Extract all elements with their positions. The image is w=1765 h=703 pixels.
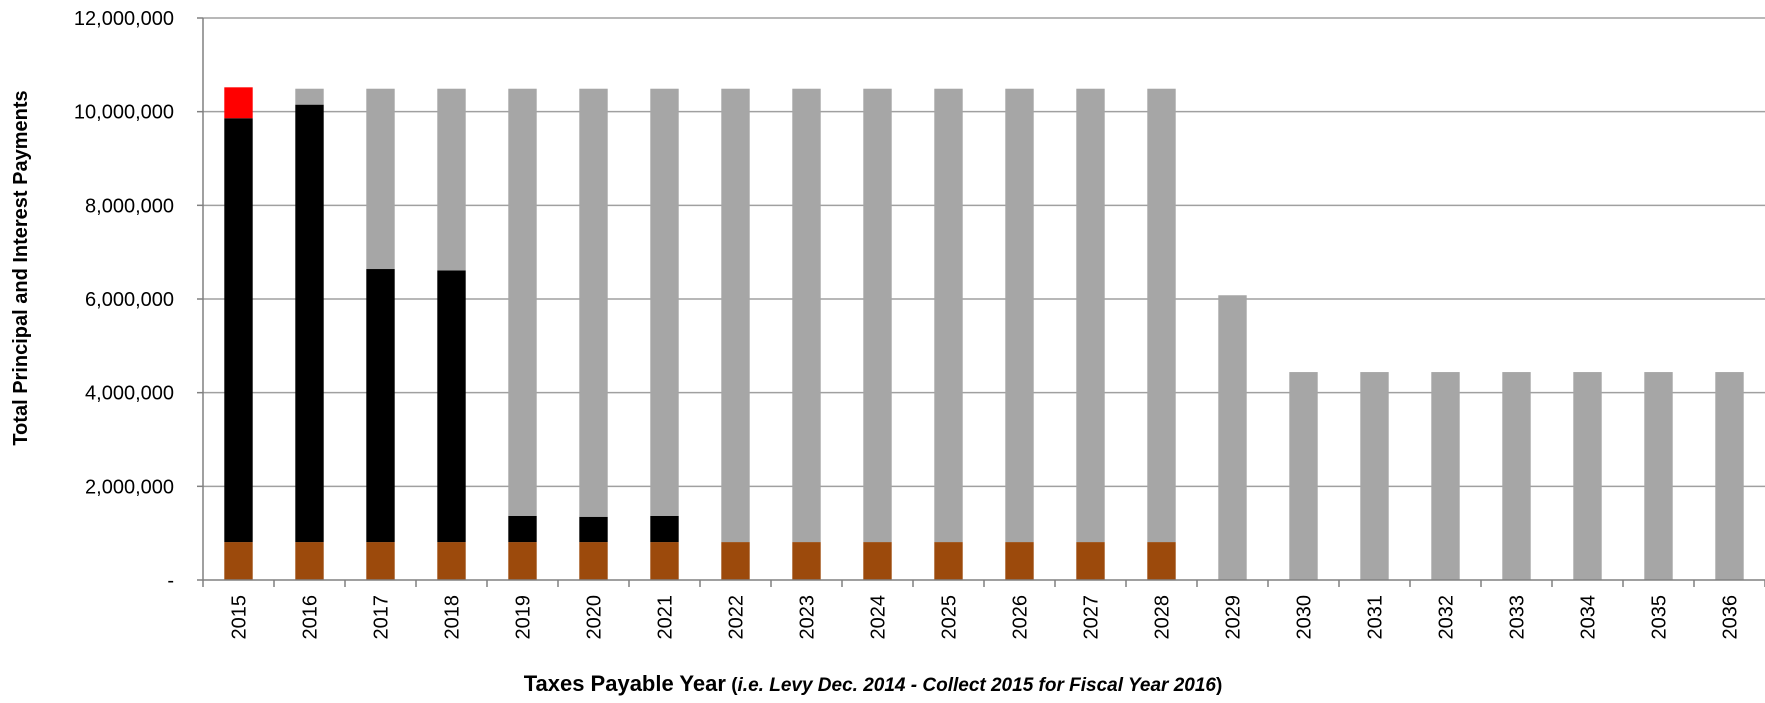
bar-segment	[1715, 372, 1744, 580]
bar-segment	[1005, 542, 1034, 580]
bar-segment	[1644, 372, 1673, 580]
bars	[224, 87, 1744, 580]
x-tick-label: 2033	[1507, 595, 1529, 640]
bar-segment	[1005, 88, 1034, 543]
bar-segment	[295, 542, 324, 580]
bar-segment	[437, 542, 466, 580]
bar-segment	[721, 542, 750, 580]
bar-segment	[1147, 88, 1176, 543]
bar-segment	[1218, 295, 1247, 580]
bar-segment	[579, 516, 608, 543]
bar-segment	[579, 88, 608, 517]
x-tick-label: 2024	[868, 595, 890, 640]
x-tick-label: 2035	[1649, 595, 1671, 640]
bar-segment	[1360, 372, 1389, 580]
bar-segment	[224, 118, 253, 543]
bar-segment	[508, 542, 537, 580]
x-tick-label: 2027	[1081, 595, 1103, 640]
y-tick-label: 8,000,000	[85, 195, 174, 217]
bar-segment	[1076, 542, 1105, 580]
y-axis-label: Total Principal and Interest Payments	[10, 90, 32, 445]
bar-segment	[863, 542, 892, 580]
bar-segment	[792, 542, 821, 580]
bar-segment	[224, 542, 253, 580]
y-tick-label: -	[167, 570, 174, 592]
bar-segment	[721, 88, 750, 543]
bar-segment	[366, 88, 395, 270]
x-tick-label: 2020	[584, 595, 606, 640]
x-tick-labels: 2015 2016 2017 2018 2019 2020 2021 2022 2023 2024…	[229, 595, 1742, 640]
bar-segment	[650, 542, 679, 580]
bar-segment	[863, 88, 892, 543]
bar-segment	[508, 515, 537, 543]
x-tick-label: 2029	[1223, 595, 1245, 640]
bar-segment	[934, 542, 963, 580]
bar-segment	[295, 104, 324, 543]
x-tick-label: 2031	[1365, 595, 1387, 640]
x-tick-label: 2025	[939, 595, 961, 640]
bar-segment	[650, 515, 679, 543]
bar-segment	[1076, 88, 1105, 543]
bar-segment	[1289, 372, 1318, 580]
x-tick-label: 2022	[726, 595, 748, 640]
bar-segment	[934, 88, 963, 543]
x-tick-label: 2023	[797, 595, 819, 640]
y-tick-label: 2,000,000	[85, 476, 174, 498]
bar-segment	[508, 88, 537, 516]
bar-segment	[295, 88, 324, 105]
y-tick-label: 6,000,000	[85, 289, 174, 311]
bar-segment	[437, 88, 466, 271]
x-tick-label: 2015	[229, 595, 251, 640]
x-tick-label: 2028	[1152, 595, 1174, 640]
x-axis-label-italic: i.e. Levy Dec. 2014 - Collect 2015 for F…	[738, 675, 1217, 696]
x-tick-label: 2030	[1294, 595, 1316, 640]
x-tick-label: 2032	[1436, 595, 1458, 640]
y-tick-label: 10,000,000	[74, 102, 174, 124]
bar-segment	[579, 542, 608, 580]
bar-segment	[1573, 372, 1602, 580]
axes	[197, 17, 1765, 587]
x-tick-label: 2016	[300, 595, 322, 640]
bar-segment	[1431, 372, 1460, 580]
bar-segment	[1502, 372, 1531, 580]
x-tick-label: 2017	[371, 595, 393, 640]
x-tick-label: 2036	[1720, 595, 1742, 640]
x-axis-label-paren-close: )	[1216, 675, 1222, 696]
x-axis-label-paren-open: (	[726, 675, 738, 696]
x-tick-label: 2026	[1010, 595, 1032, 640]
x-tick-label: 2021	[655, 595, 677, 640]
bar-segment	[366, 269, 395, 543]
bar-segment	[224, 87, 253, 119]
x-tick-label: 2018	[442, 595, 464, 640]
bar-segment	[437, 270, 466, 543]
x-axis-label: Taxes Payable Year (i.e. Levy Dec. 2014 …	[524, 671, 1223, 696]
x-axis-label-main: Taxes Payable Year	[524, 671, 727, 696]
bar-segment	[1147, 542, 1176, 580]
bar-segment	[650, 88, 679, 516]
bar-segment	[366, 542, 395, 580]
x-tick-label: 2034	[1578, 595, 1600, 640]
y-tick-label: 12,000,000	[74, 8, 174, 30]
y-tick-labels: - 2,000,000 4,000,000 6,000,000 8,000,000 10,…	[74, 8, 174, 592]
y-tick-label: 4,000,000	[85, 383, 174, 405]
bar-segment	[792, 88, 821, 543]
x-tick-label: 2019	[513, 595, 535, 640]
